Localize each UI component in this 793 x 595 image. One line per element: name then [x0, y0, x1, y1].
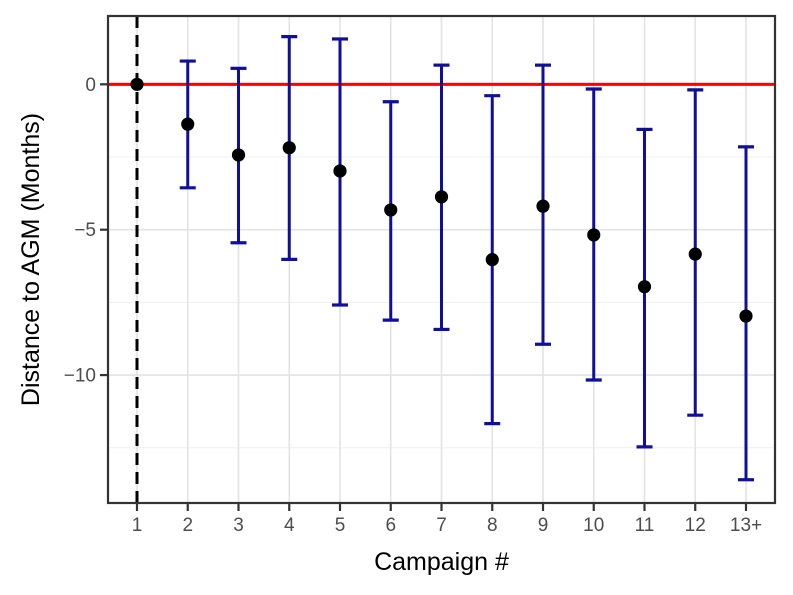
- data-point: [384, 203, 398, 217]
- x-tick-label: 12: [685, 515, 706, 536]
- x-tick-label: 10: [583, 515, 604, 536]
- data-point: [282, 141, 296, 155]
- x-tick-label: 9: [538, 515, 549, 536]
- data-point: [637, 280, 652, 294]
- x-tick-label: 11: [635, 515, 655, 536]
- data-point: [587, 228, 601, 242]
- x-tick-label: 2: [182, 515, 193, 536]
- x-tick-label: 1: [132, 515, 143, 536]
- y-tick-label: −5: [74, 220, 96, 241]
- x-tick-label: 7: [436, 515, 447, 536]
- x-tick-label: 6: [385, 515, 396, 536]
- x-tick-label: 8: [487, 515, 498, 536]
- data-point: [739, 309, 753, 323]
- data-point: [434, 190, 449, 204]
- y-tick-label: −10: [64, 366, 96, 387]
- data-point: [231, 148, 246, 162]
- y-axis-title: Distance to AGM (Months): [17, 112, 45, 407]
- x-tick-label: 3: [233, 515, 244, 536]
- x-tick-label: 5: [335, 515, 346, 536]
- y-tick-label: 0: [85, 75, 96, 96]
- x-axis-title: Campaign #: [374, 548, 509, 576]
- x-tick-label: 4: [284, 515, 295, 536]
- data-point: [688, 247, 702, 261]
- data-point: [536, 199, 550, 213]
- data-point: [333, 164, 347, 178]
- x-tick-label: 13+: [730, 515, 762, 536]
- data-point: [181, 117, 195, 131]
- data-point: [130, 77, 144, 91]
- data-point: [485, 253, 499, 267]
